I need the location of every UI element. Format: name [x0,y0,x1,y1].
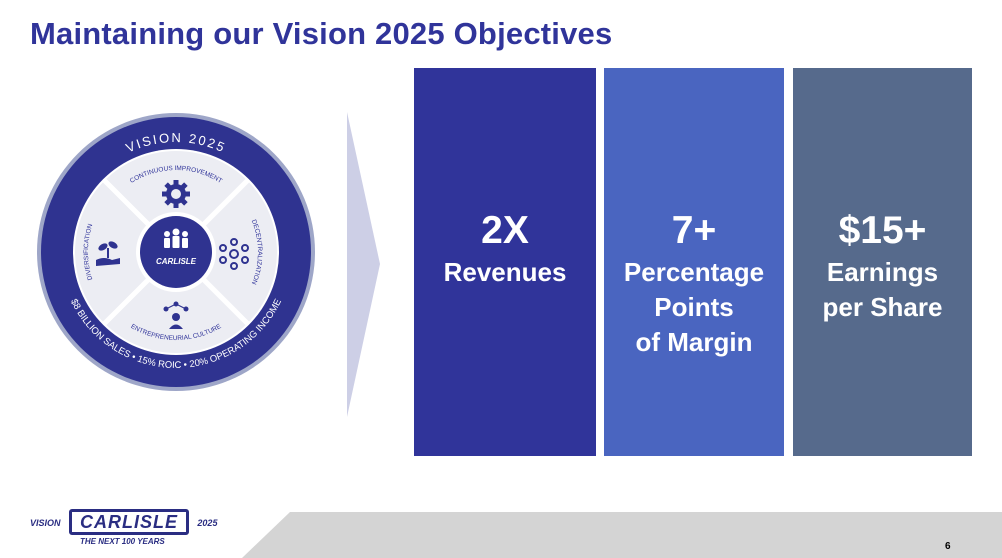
logo-vision-text: VISION [30,518,61,529]
logo-year-text: 2025 [197,518,218,529]
objective-value: 7+ [671,209,717,252]
segment-diversification: DIVERSIFICATION [83,223,94,281]
page-number: 6 [945,541,951,552]
gear-icon [162,180,190,208]
network-icon [219,238,249,270]
logo-carlisle-text: CARLISLE [68,509,189,535]
objective-panel-revenues: 2X Revenues [414,68,596,456]
plant-hand-icon [96,241,120,266]
person-network-icon [163,301,189,329]
team-icon [164,228,188,248]
chevron-arrow-shape [347,112,380,417]
objective-panel-eps: $15+ Earnings per Share [793,68,972,456]
objective-label: Percentage Points of Margin [623,257,765,357]
wheel-center-logo-text: CARLISLE [156,257,197,266]
objective-panel-margin: 7+ Percentage Points of Margin [604,68,784,456]
page-title: Maintaining our Vision 2025 Objectives [30,16,613,51]
objective-value: $15+ [838,209,927,252]
carlisle-vision-logo: VISION CARLISLE 2025 [30,509,217,535]
footer-band [242,512,1002,558]
objective-label: Revenues [443,257,567,287]
objective-label: Earnings per Share [822,257,943,322]
objective-value: 2X [481,209,529,252]
logo-tagline: THE NEXT 100 YEARS [80,537,165,546]
vision-2025-wheel: VISION 2025 $8 BILLION SALES • 15% ROIC … [37,113,315,391]
